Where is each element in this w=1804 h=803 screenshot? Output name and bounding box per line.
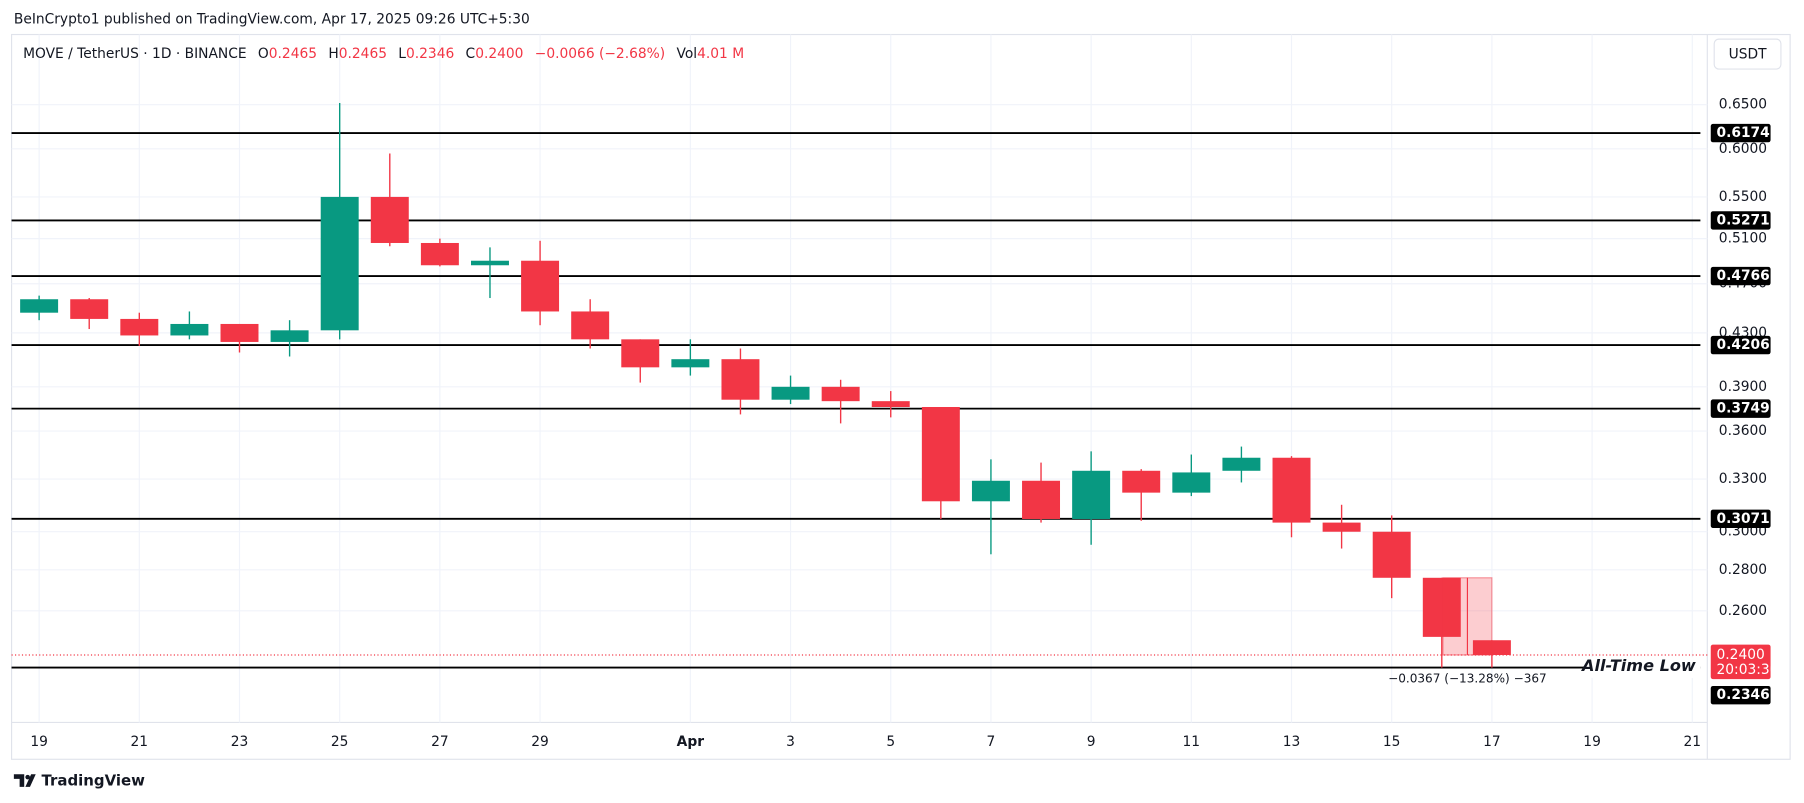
candle-body: [871, 401, 910, 408]
x-tick-label: 23: [231, 734, 249, 750]
candle-body: [521, 260, 560, 312]
candle-body: [20, 299, 59, 313]
candle-body: [220, 323, 259, 342]
legend-change: −0.0066 (−2.68%): [535, 46, 665, 62]
y-tick-label: 0.6000: [1719, 141, 1767, 157]
logo-icon: [13, 774, 36, 787]
candle-body: [470, 260, 509, 266]
candle-body: [370, 196, 409, 243]
level-label: 0.4766: [1717, 268, 1770, 284]
x-tick-label: 13: [1283, 734, 1301, 750]
level-label-bg: [1710, 399, 1771, 418]
candle-body: [1272, 457, 1311, 523]
candle-body: [1422, 577, 1461, 637]
candle-body: [120, 318, 159, 336]
currency-button-label[interactable]: USDT: [1729, 47, 1767, 63]
x-tick-label: 7: [987, 734, 996, 750]
level-label-bg: [1710, 123, 1771, 143]
x-tick-label: 19: [30, 734, 48, 750]
candle-body: [1372, 531, 1411, 578]
candle-body: [420, 242, 459, 266]
x-tick-label: 5: [886, 734, 895, 750]
legend-key: H: [328, 46, 338, 62]
currency-button[interactable]: [1713, 38, 1782, 70]
logo-dot: [25, 774, 30, 780]
x-tick-label: 17: [1483, 734, 1501, 750]
countdown: 20:03:30: [1717, 662, 1779, 678]
legend-key: Vol: [676, 46, 697, 62]
header: BeInCrypto1 published on TradingView.com…: [14, 12, 530, 28]
x-tick-label: 19: [1583, 734, 1601, 750]
chart-frame: [10, 33, 1791, 760]
candle-body: [571, 311, 610, 340]
level-label-bg: [1710, 335, 1771, 355]
candle-body: [971, 480, 1010, 502]
legend-value: 4.01 M: [697, 46, 744, 62]
legend-value: 0.2465: [339, 46, 387, 62]
level-label: 0.3749: [1717, 401, 1770, 417]
candle-body: [671, 359, 710, 368]
x-tick-label: 25: [331, 734, 349, 750]
footer-logo: TradingView: [13, 772, 145, 790]
level-label-bg: [1710, 211, 1771, 230]
candle-body: [1122, 470, 1161, 493]
x-tick-label: 27: [431, 734, 449, 750]
level-label: 0.3071: [1717, 511, 1770, 527]
legend-key: C: [466, 46, 476, 62]
y-tick-label: 0.6500: [1719, 97, 1767, 113]
x-tick-label: 21: [131, 734, 149, 750]
level-label-bg: [1710, 685, 1771, 705]
legend-symbol: MOVE / TetherUS · 1D · BINANCE: [23, 46, 247, 62]
level-label-bg: [1710, 266, 1771, 286]
y-tick-label: 0.3300: [1719, 471, 1767, 487]
candle-body: [270, 330, 309, 342]
levels: 0.6174 0.5271 0.4766 0.4206 0.3749 0.3071 0.23…: [1710, 123, 1771, 705]
legend: MOVE / TetherUS · 1D · BINANCE O0.2465 H…: [23, 46, 744, 62]
candle-body: [721, 359, 760, 400]
x-tick-label: 3: [786, 734, 795, 750]
legend-value: 0.2400: [475, 46, 523, 62]
candle-body: [320, 196, 359, 331]
candle-body: [771, 386, 810, 400]
measure-label: −0.0367 (−13.28%) −367: [1388, 672, 1547, 686]
level-label: 0.6174: [1717, 125, 1770, 141]
y-tick-label: 0.3600: [1719, 423, 1767, 439]
x-tick-label: 15: [1383, 734, 1401, 750]
candle-body: [1022, 480, 1061, 519]
candle-body: [621, 339, 660, 368]
y-tick-label: 0.2600: [1719, 603, 1767, 619]
candle-body: [821, 386, 860, 402]
x-tick-label: Apr: [677, 734, 705, 750]
annotation: All-Time Low: [1580, 656, 1696, 675]
legend-value: 0.2465: [269, 46, 317, 62]
plot: [11, 102, 1708, 669]
level-label: 0.2346: [1717, 687, 1770, 703]
footer-brand: TradingView: [41, 772, 145, 790]
candle-body: [1322, 522, 1361, 532]
annotation-bg: [1585, 657, 1701, 678]
y-tick-label: 0.5500: [1719, 189, 1767, 205]
legend-value: 0.2346: [406, 46, 454, 62]
candle-body: [1222, 457, 1261, 471]
candle-body: [921, 407, 960, 502]
candle-body: [70, 299, 109, 319]
x-tick-label: 11: [1183, 734, 1201, 750]
legend-key: L: [398, 46, 406, 62]
last-price-label: 0.2400: [1717, 647, 1765, 663]
x-tick-label: 29: [531, 734, 549, 750]
y-tick-label: 0.2800: [1719, 562, 1767, 578]
x-tick-label: 9: [1087, 734, 1096, 750]
level-label: 0.4206: [1717, 337, 1770, 353]
candle-body: [1172, 472, 1211, 493]
candle-body: [170, 323, 209, 336]
y-tick-label: 0.3900: [1719, 379, 1767, 395]
level-label: 0.5271: [1717, 212, 1770, 228]
last-price-tag: [1710, 644, 1771, 680]
legend-key: O: [258, 46, 269, 62]
x-tick-label: 21: [1683, 734, 1701, 750]
level-label-bg: [1710, 509, 1771, 529]
candle-body: [1072, 470, 1111, 519]
y-tick-label: 0.5100: [1719, 231, 1767, 247]
